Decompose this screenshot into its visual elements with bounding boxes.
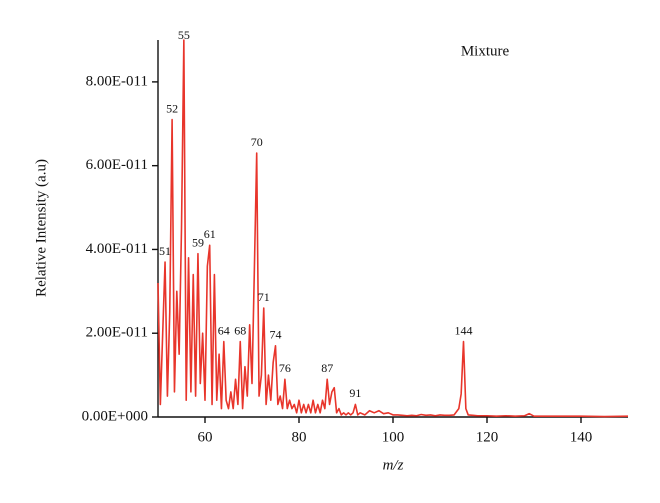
y-tick-label: 6.00E-011 (86, 157, 148, 173)
peak-label: 52 (166, 101, 178, 115)
peak-label: 70 (251, 135, 263, 149)
x-tick-label: 100 (382, 429, 405, 445)
y-tick-label: 8.00E-011 (86, 73, 148, 89)
peak-label: 61 (204, 227, 216, 241)
x-axis-label: m/z (383, 457, 404, 473)
peak-label: 51 (159, 244, 171, 258)
peak-label: 71 (258, 290, 270, 304)
x-tick-label: 80 (292, 429, 307, 445)
peak-label: 59 (192, 235, 204, 249)
y-tick-label: 2.00E-011 (86, 325, 148, 341)
peak-label: 87 (321, 361, 333, 375)
peak-label: 68 (234, 323, 246, 337)
y-tick-label: 4.00E-011 (86, 241, 148, 257)
x-tick-label: 120 (476, 429, 499, 445)
peak-label: 76 (279, 361, 291, 375)
peak-label: 144 (455, 323, 473, 337)
peak-label: 55 (178, 28, 190, 42)
peak-label: 91 (349, 386, 361, 400)
x-tick-label: 140 (570, 429, 593, 445)
series-line (157, 39, 629, 418)
y-tick-label: 0.00E+000 (82, 408, 148, 424)
peak-label: 74 (270, 328, 282, 342)
peak-label: 64 (218, 323, 230, 337)
legend-entry: Mixture (461, 43, 510, 59)
x-tick-label: 60 (198, 429, 213, 445)
y-axis-label: Relative Intensity (a.u) (33, 159, 49, 297)
